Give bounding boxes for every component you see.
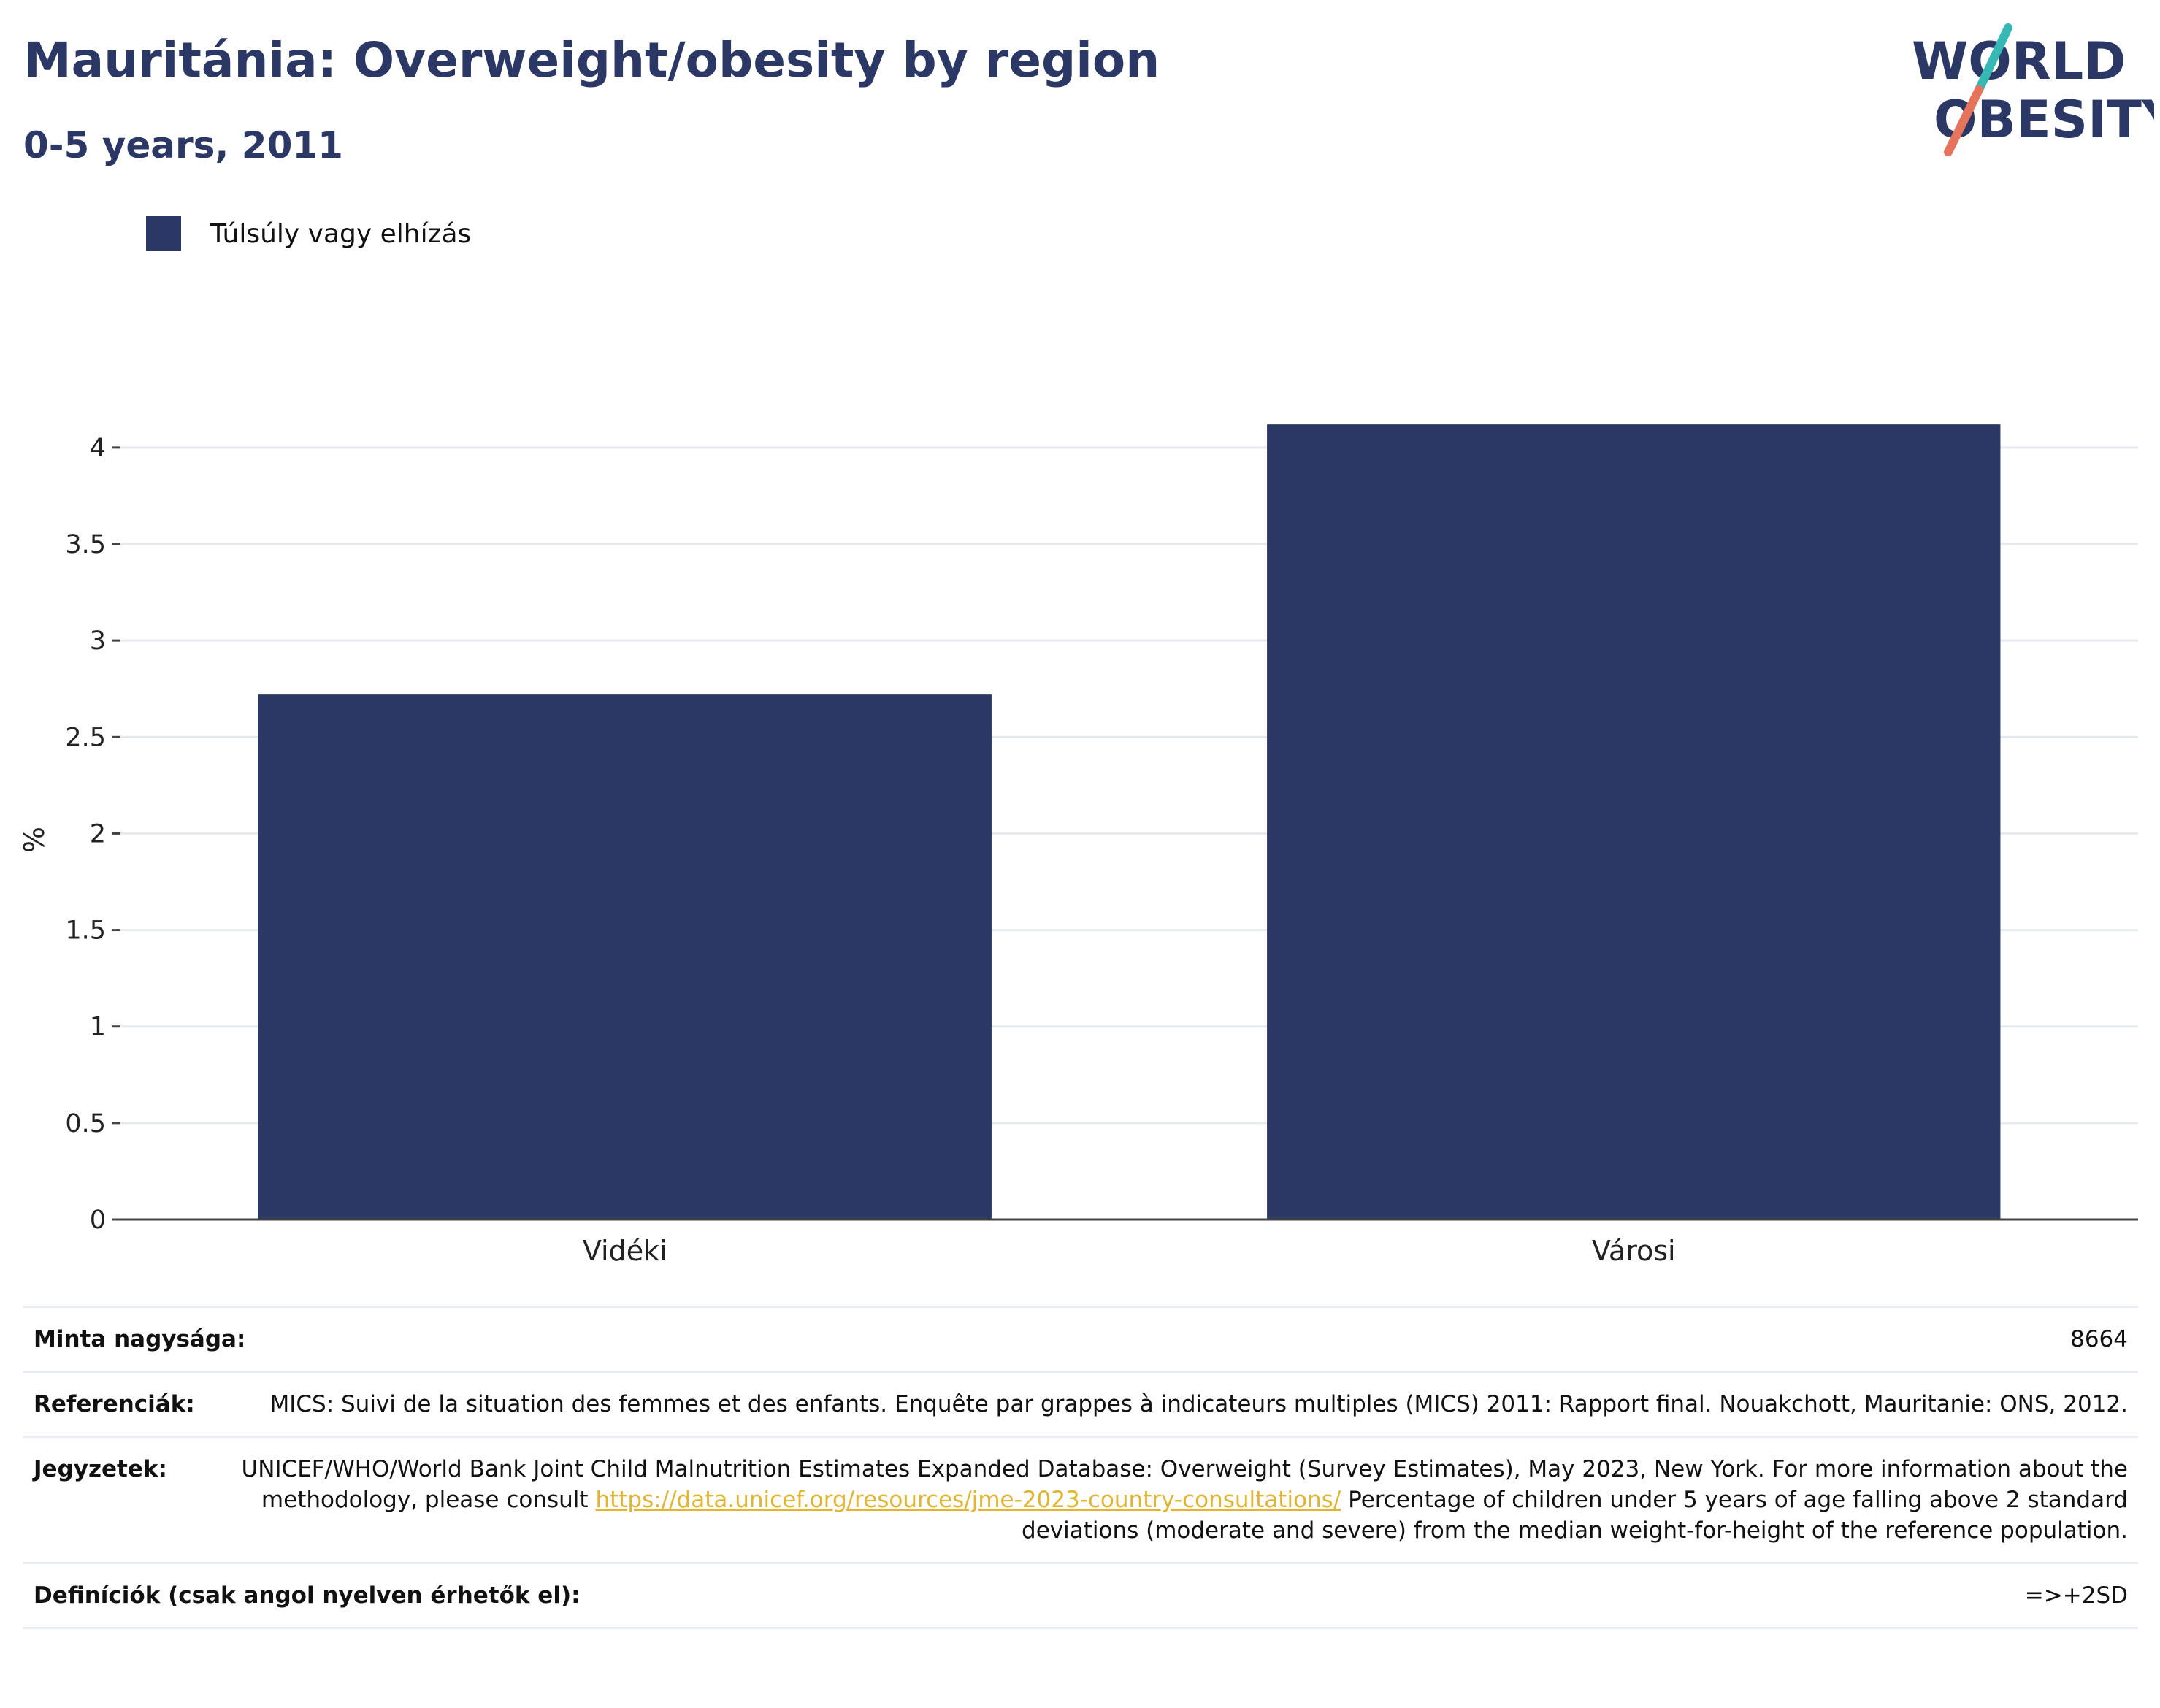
page-title: Mauritánia: Overweight/obesity by region <box>23 32 1160 88</box>
notes-text-1: UNICEF/WHO/World Bank Joint Child Malnut… <box>241 1456 2128 1513</box>
y-tick-label: 1.5 <box>65 916 106 946</box>
meta-key-sample: Minta nagysága: <box>34 1326 246 1352</box>
y-tick-label: 0 <box>90 1206 106 1235</box>
meta-key-references: Referenciák: <box>34 1391 195 1417</box>
meta-row-sample: Minta nagysága: 8664 <box>23 1306 2138 1371</box>
y-tick-label: 2.5 <box>65 723 106 752</box>
logo-slash-top <box>1975 23 2012 94</box>
notes-text-2: Percentage of children under 5 years of … <box>1022 1487 2128 1544</box>
x-tick-label: Városi <box>1592 1235 1676 1267</box>
y-tick-label: 3 <box>90 627 106 656</box>
meta-value-sample: 8664 <box>2070 1326 2128 1352</box>
bar-2 <box>1267 424 2001 1220</box>
legend: Túlsúly vagy elhízás <box>146 216 471 251</box>
meta-value-references: MICS: Suivi de la situation des femmes e… <box>269 1391 2128 1417</box>
notes-link[interactable]: https://data.unicef.org/resources/jme-20… <box>595 1487 1341 1513</box>
meta-value-definitions: =>+2SD <box>2024 1582 2128 1609</box>
logo-text-world: WORLD <box>1912 31 2126 91</box>
y-tick-label: 1 <box>90 1013 106 1042</box>
page-subtitle: 0-5 years, 2011 <box>23 124 343 166</box>
meta-row-notes: Jegyzetek: UNICEF/WHO/World Bank Joint C… <box>23 1436 2138 1562</box>
y-tick-label: 2 <box>90 819 106 849</box>
bar-chart: 0 0.5 1 1.5 2 2.5 3 3.5 4 Vidéki Városi% <box>18 424 2138 1267</box>
meta-row-references: Referenciák: MICS: Suivi de la situation… <box>23 1371 2138 1436</box>
meta-value-notes: UNICEF/WHO/World Bank Joint Child Malnut… <box>211 1454 2128 1546</box>
x-tick-label: Vidéki <box>583 1235 667 1267</box>
y-tick-label: 0.5 <box>65 1109 106 1138</box>
meta-key-definitions: Definíciók (csak angol nyelven érhetők e… <box>34 1582 581 1609</box>
meta-key-notes: Jegyzetek: <box>34 1456 167 1482</box>
legend-label: Túlsúly vagy elhízás <box>210 218 472 249</box>
y-tick-label: 3.5 <box>65 530 106 559</box>
meta-row-definitions: Definíciók (csak angol nyelven érhetők e… <box>23 1562 2138 1629</box>
logo-slash-bottom <box>1944 85 1983 156</box>
y-tick-label: 4 <box>90 434 106 463</box>
legend-swatch <box>146 216 181 251</box>
bar-1 <box>258 694 992 1219</box>
y-axis-label: % <box>18 827 50 853</box>
metadata-table: Minta nagysága: 8664 Referenciák: MICS: … <box>23 1306 2138 1629</box>
world-obesity-logo: WORLD OBESITY <box>1912 23 2154 156</box>
